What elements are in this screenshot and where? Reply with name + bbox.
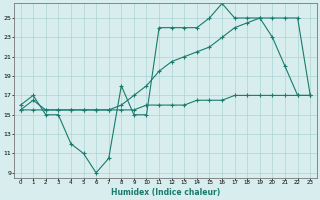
X-axis label: Humidex (Indice chaleur): Humidex (Indice chaleur) [111,188,220,197]
